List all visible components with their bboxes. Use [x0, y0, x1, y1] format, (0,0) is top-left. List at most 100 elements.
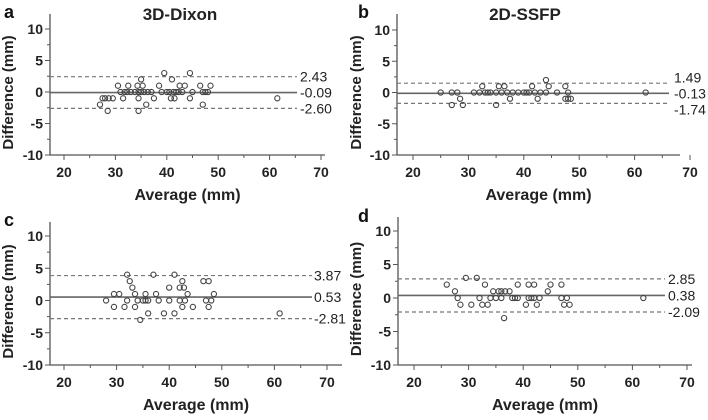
data-point: [534, 95, 541, 102]
upper-loa-label: 2.85: [668, 271, 695, 287]
data-point: [186, 95, 194, 102]
data-point: [547, 281, 554, 288]
data-point: [448, 101, 455, 109]
data-point: [197, 82, 204, 89]
data-point: [454, 89, 461, 96]
y-tick-label: -10: [23, 147, 43, 163]
data-point: [204, 88, 212, 96]
data-point: [566, 301, 573, 308]
data-point: [462, 274, 470, 282]
data-point: [500, 314, 508, 322]
data-point: [116, 290, 123, 298]
x-tick-label: 40: [159, 164, 175, 180]
data-point: [207, 82, 214, 89]
upper-loa-label: 1.49: [674, 69, 701, 85]
y-tick-label: 0: [35, 84, 43, 100]
data-point: [537, 89, 544, 96]
mean-bias-label: -0.13: [674, 85, 706, 101]
y-tick-label: -10: [371, 357, 391, 373]
data-point: [126, 277, 133, 285]
mean-bias-label: 0.38: [668, 287, 695, 303]
x-tick-label: 20: [406, 374, 422, 390]
panel-letter: a: [4, 2, 15, 22]
data-point: [205, 277, 212, 285]
panel-letter: c: [4, 210, 14, 230]
data-point: [476, 89, 483, 96]
x-axis-label: Average (mm): [492, 397, 598, 414]
data-point: [202, 297, 210, 304]
data-point: [563, 294, 571, 302]
x-tick-label: 50: [571, 164, 587, 180]
data-point: [134, 82, 141, 89]
data-point: [176, 284, 183, 291]
mean-bias-label: -0.09: [300, 85, 332, 101]
data-point: [443, 281, 450, 288]
y-tick-label: 0: [35, 293, 43, 309]
data-point: [509, 89, 516, 96]
panel-letter: d: [358, 206, 369, 226]
y-tick-label: -5: [31, 116, 44, 132]
data-point: [166, 284, 173, 291]
data-point: [135, 107, 142, 115]
x-tick-label: 20: [56, 164, 72, 180]
data-point: [506, 288, 513, 295]
data-point: [476, 294, 483, 302]
data-point: [129, 284, 136, 291]
y-tick-label: -5: [379, 324, 392, 340]
data-point: [522, 301, 530, 308]
panel-letter: b: [358, 2, 369, 22]
data-point: [181, 297, 189, 304]
data-point: [479, 83, 486, 90]
data-point: [514, 294, 521, 302]
data-point: [454, 294, 461, 302]
data-point: [179, 277, 186, 285]
data-point: [208, 297, 215, 304]
data-point: [145, 297, 152, 304]
data-point: [142, 290, 149, 298]
y-tick-label: -5: [31, 325, 44, 341]
data-point: [176, 82, 183, 89]
x-tick-label: 50: [570, 374, 586, 390]
data-point: [171, 95, 178, 102]
data-point: [528, 83, 536, 90]
y-tick-label: -10: [23, 357, 43, 373]
x-tick-label: 60: [627, 164, 643, 180]
data-point: [470, 89, 478, 96]
x-tick-label: 40: [515, 374, 531, 390]
data-point: [502, 288, 509, 295]
data-point: [495, 288, 502, 295]
data-point: [528, 294, 535, 302]
data-point: [523, 89, 530, 96]
data-point: [143, 101, 150, 108]
data-point: [121, 88, 128, 96]
data-point: [168, 76, 176, 83]
y-tick-label: 0: [383, 290, 391, 306]
x-tick-label: 70: [682, 164, 698, 180]
data-point: [131, 303, 139, 311]
x-axis-label: Average (mm): [485, 187, 591, 204]
data-point: [210, 290, 218, 298]
data-point: [181, 82, 188, 89]
data-point: [166, 297, 173, 304]
data-point: [498, 89, 505, 96]
x-tick-label: 40: [161, 374, 177, 390]
data-point: [131, 290, 139, 298]
data-point: [163, 88, 170, 96]
data-point: [102, 297, 110, 304]
data-point: [640, 294, 647, 302]
data-point: [564, 95, 572, 102]
data-point: [137, 76, 145, 83]
data-point: [561, 301, 568, 308]
data-point: [152, 290, 160, 298]
data-point: [274, 95, 281, 102]
lower-loa-label: -2.09: [668, 304, 700, 320]
upper-loa-label: 2.43: [300, 69, 327, 85]
data-point: [186, 69, 194, 77]
data-point: [484, 89, 491, 96]
data-point: [125, 82, 132, 89]
data-point: [155, 297, 162, 304]
y-axis-label: Difference (mm): [0, 244, 17, 358]
